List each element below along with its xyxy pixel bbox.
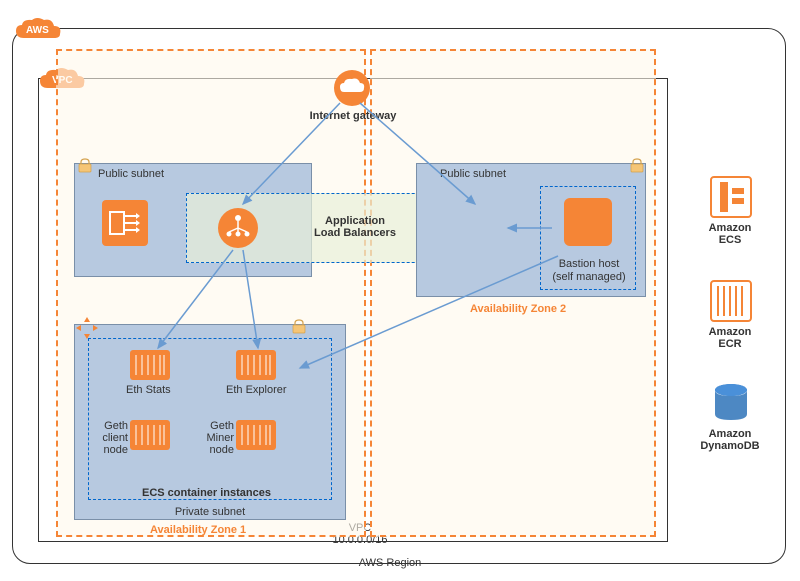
ecs-service-label: Amazon ECS xyxy=(698,222,762,246)
private-subnet-label: Private subnet xyxy=(160,506,260,518)
ecs-container-box xyxy=(88,338,332,500)
eth-explorer-label: Eth Explorer xyxy=(226,384,287,396)
bastion-label-1: Bastion host xyxy=(548,258,630,270)
public-subnet-2-label: Public subnet xyxy=(440,168,506,180)
dynamodb-label: Amazon DynamoDB xyxy=(690,428,770,452)
ecs-container-label: ECS container instances xyxy=(142,487,271,499)
eth-stats-label: Eth Stats xyxy=(126,384,171,396)
geth-client-label: Geth client node xyxy=(94,420,128,456)
ecr-service-label: Amazon ECR xyxy=(698,326,762,350)
alb-label: Application Load Balancers xyxy=(300,215,410,239)
az1-label: Availability Zone 1 xyxy=(150,524,246,536)
az2-label: Availability Zone 2 xyxy=(470,303,566,315)
geth-miner-label: Geth Miner node xyxy=(200,420,234,456)
aws-region-label: AWS Region xyxy=(330,557,450,569)
bastion-label-2: (self managed) xyxy=(548,271,630,283)
internet-gateway-label: Internet gateway xyxy=(298,110,408,122)
public-subnet-1-label: Public subnet xyxy=(98,168,164,180)
